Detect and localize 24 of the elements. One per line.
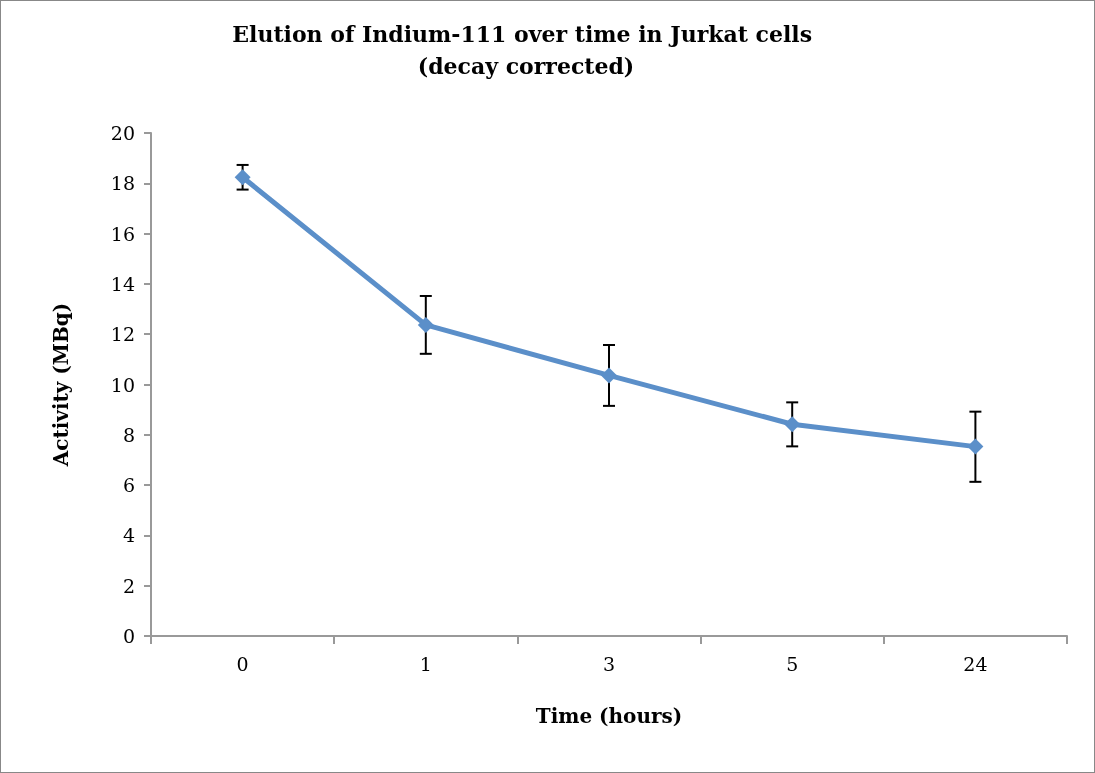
y-tick-label: 20 [110, 122, 135, 144]
y-tick-label: 4 [122, 524, 135, 547]
point [234, 169, 251, 186]
y-tick-label: 12 [110, 323, 135, 346]
y-tick-label: 10 [110, 373, 135, 396]
x-tick-label: 1 [419, 652, 432, 675]
chart-title: Elution of Indium-111 over time in Jurkat cells (decay corrected) [232, 21, 820, 79]
y-tick-label: 2 [122, 574, 135, 597]
y-tick-label: 8 [122, 423, 135, 446]
y-tick-label: 16 [110, 222, 135, 245]
x-tick-label: 3 [602, 652, 616, 675]
x-tick-label: 0 [236, 652, 249, 675]
x-axis-title: Time (hours) [535, 704, 683, 728]
y-tick-label: 14 [110, 272, 135, 295]
x-tick-label: 24 [963, 652, 988, 675]
x-tick-label: 5 [786, 652, 799, 675]
point [967, 438, 984, 455]
point [417, 316, 434, 333]
y-tick-label: 6 [122, 474, 135, 497]
point [601, 367, 617, 384]
y-tick-label: 18 [110, 172, 135, 195]
point [784, 416, 801, 433]
y-axis-title: Activity (MBq) [49, 302, 73, 468]
y-tick-label: 0 [122, 625, 135, 647]
